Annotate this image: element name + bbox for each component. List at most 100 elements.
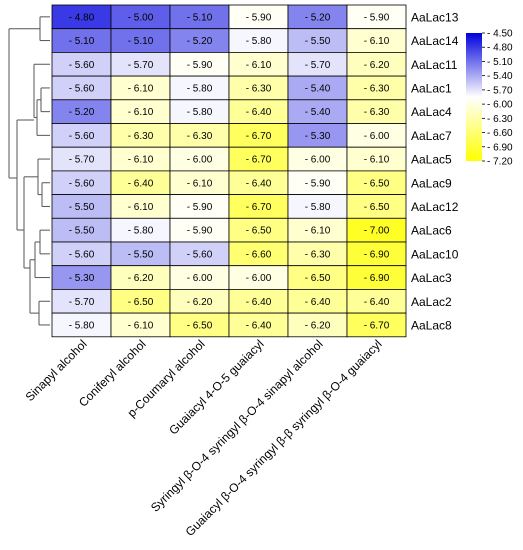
cell-value-label: - 5.90 <box>187 226 213 237</box>
row-label: AaLac1 <box>411 81 452 95</box>
row-label: AaLac10 <box>411 247 459 261</box>
cell-value-label: - 5.60 <box>187 249 213 260</box>
cell-value-label: - 5.70 <box>69 155 95 166</box>
cell-value-label: - 5.50 <box>305 36 331 47</box>
cell-value-label: - 5.80 <box>187 83 213 94</box>
cell-value-label: - 5.70 <box>69 297 95 308</box>
colorbar-tick-label: - 6.60 <box>487 128 513 139</box>
cell-value-label: - 6.30 <box>305 249 331 260</box>
cell-value-label: - 6.40 <box>305 297 331 308</box>
cell-value-label: - 5.60 <box>69 60 95 71</box>
row-label: AaLac2 <box>411 295 452 309</box>
cell-value-label: - 5.20 <box>69 107 95 118</box>
cell-value-label: - 6.70 <box>364 320 390 331</box>
column-label: Sinapyl alcohol <box>23 337 90 404</box>
colorbar-gradient <box>466 33 482 161</box>
cell-value-label: - 6.30 <box>187 131 213 142</box>
cell-value-label: - 6.40 <box>364 297 390 308</box>
cell-value-label: - 6.30 <box>246 83 272 94</box>
column-label: Guaiacyl 4-O-5 guaiacyl <box>166 337 266 437</box>
cell-value-label: - 5.30 <box>305 131 331 142</box>
cell-value-label: - 6.00 <box>305 155 331 166</box>
colorbar-tick-label: - 4.80 <box>487 43 513 54</box>
cell-value-label: - 6.10 <box>364 36 390 47</box>
cell-value-label: - 6.50 <box>246 226 272 237</box>
cell-value-label: - 6.00 <box>246 273 272 284</box>
cell-value-label: - 5.80 <box>69 320 95 331</box>
cell-value-label: - 6.10 <box>187 178 213 189</box>
cell-value-label: - 5.90 <box>246 12 272 23</box>
cell-value-label: - 5.60 <box>69 249 95 260</box>
cell-value-label: - 6.10 <box>128 320 154 331</box>
cell-value-label: - 6.30 <box>128 131 154 142</box>
cell-value-label: - 5.80 <box>246 36 272 47</box>
cell-value-label: - 5.20 <box>187 36 213 47</box>
cell-value-label: - 5.20 <box>305 12 331 23</box>
row-labels: AaLac13 AaLac14 AaLac11 AaLac1 AaLac4 AaLac7 A… <box>411 10 459 332</box>
cell-value-label: - 6.20 <box>187 297 213 308</box>
cell-value-label: - 6.10 <box>364 155 390 166</box>
row-label: AaLac9 <box>411 176 452 190</box>
cell-value-label: - 6.10 <box>305 226 331 237</box>
row-label: AaLac12 <box>411 200 459 214</box>
row-label: AaLac6 <box>411 224 452 238</box>
cell-value-label: - 6.50 <box>305 273 331 284</box>
cell-value-label: - 6.40 <box>246 297 272 308</box>
cell-value-label: - 6.70 <box>246 155 272 166</box>
row-label: AaLac4 <box>411 105 452 119</box>
cell-value-label: - 6.50 <box>128 297 154 308</box>
cell-value-label: - 5.40 <box>305 83 331 94</box>
cell-value-label: - 6.10 <box>128 202 154 213</box>
colorbar-tick-label: - 7.20 <box>487 157 513 168</box>
cell-value-label: - 6.90 <box>364 273 390 284</box>
cell-value-label: - 5.80 <box>128 226 154 237</box>
cell-value-label: - 4.80 <box>69 12 95 23</box>
cell-value-label: - 6.60 <box>246 249 272 260</box>
row-label: AaLac3 <box>411 271 452 285</box>
cell-value-label: - 5.50 <box>128 249 154 260</box>
cell-value-label: - 5.00 <box>128 12 154 23</box>
cell-value-label: - 6.10 <box>128 83 154 94</box>
cell-value-label: - 5.90 <box>364 12 390 23</box>
cell-value-label: - 5.50 <box>69 226 95 237</box>
cell-value-label: - 7.00 <box>364 226 390 237</box>
cell-value-label: - 5.80 <box>187 107 213 118</box>
cell-value-label: - 6.00 <box>364 131 390 142</box>
cell-value-label: - 6.40 <box>246 178 272 189</box>
row-label: AaLac13 <box>411 10 459 24</box>
colorbar-tick-label: - 6.90 <box>487 142 513 153</box>
colorbar-tick-label: - 6.00 <box>487 100 513 111</box>
cell-value-label: - 6.70 <box>246 202 272 213</box>
cell-value-label: - 6.10 <box>128 107 154 118</box>
row-label: AaLac8 <box>411 318 452 332</box>
cell-value-label: - 5.10 <box>128 36 154 47</box>
cell-value-label: - 5.60 <box>69 178 95 189</box>
row-label: AaLac11 <box>411 58 458 72</box>
cell-value-label: - 6.20 <box>128 273 154 284</box>
colorbar-legend: - 4.50 - 4.80 - 5.10 - 5.40 - 5.70 - 6.00 - 6.… <box>466 29 513 168</box>
colorbar-tick-label: - 5.40 <box>487 71 513 82</box>
cell-value-label: - 6.70 <box>246 131 272 142</box>
cell-value-label: - 5.50 <box>69 202 95 213</box>
cell-value-label: - 5.90 <box>187 60 213 71</box>
cell-value-label: - 5.70 <box>305 60 331 71</box>
heatmap-cell <box>346 312 407 338</box>
row-label: AaLac7 <box>411 129 452 143</box>
cell-value-label: - 6.00 <box>187 273 213 284</box>
cell-value-label: - 6.50 <box>364 202 390 213</box>
cell-value-label: - 5.90 <box>187 202 213 213</box>
cell-value-label: - 6.10 <box>246 60 272 71</box>
colorbar-tick-label: - 5.10 <box>487 57 513 68</box>
cell-value-label: - 6.20 <box>305 320 331 331</box>
cell-value-label: - 6.40 <box>246 320 272 331</box>
cell-value-label: - 6.30 <box>364 107 390 118</box>
row-label: AaLac14 <box>411 34 459 48</box>
cell-value-label: - 6.20 <box>364 60 390 71</box>
cell-value-label: - 5.10 <box>187 12 213 23</box>
cell-value-label: - 5.10 <box>69 36 95 47</box>
cell-value-label: - 6.50 <box>187 320 213 331</box>
cell-value-label: - 6.00 <box>187 155 213 166</box>
cell-value-label: - 5.40 <box>305 107 331 118</box>
